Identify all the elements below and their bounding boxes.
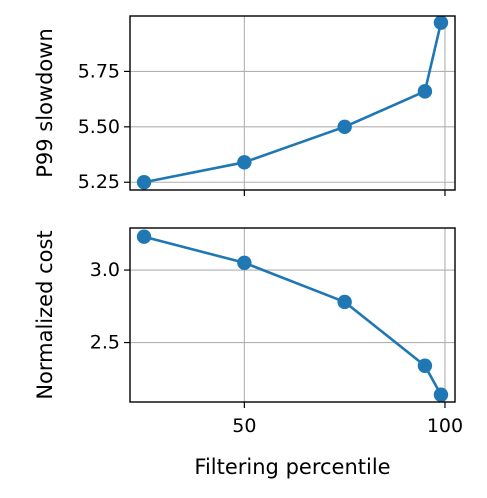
y-axis-label: P99 slowdown: [33, 28, 57, 178]
y-tick-label: 5.50: [78, 116, 120, 138]
data-point: [417, 84, 433, 99]
data-point: [337, 119, 352, 135]
data-point: [136, 229, 152, 244]
bottom-panel: 2.5 3.0 50 100 Normalized cost Filtering perc…: [33, 227, 463, 479]
axes-frame: [129, 227, 456, 403]
data-point: [433, 15, 449, 30]
data-point: [136, 175, 152, 190]
data-point: [433, 387, 449, 402]
y-tick-label: 2.5: [90, 332, 120, 354]
x-tick-label: 100: [427, 415, 463, 437]
data-point: [237, 255, 252, 270]
data-point: [417, 358, 433, 373]
y-tick-label: 3.0: [90, 259, 120, 281]
y-axis-label: Normalized cost: [33, 230, 57, 399]
series-line: [143, 22, 443, 184]
y-tick-label: 5.25: [78, 171, 120, 193]
data-point: [237, 155, 252, 170]
top-panel: 5.25 5.50 5.75 P99 slowdown: [33, 15, 456, 196]
x-tick-label: 50: [232, 415, 256, 437]
x-axis-label: Filtering percentile: [194, 455, 390, 479]
series-line: [143, 235, 443, 396]
axes-frame: [129, 15, 456, 191]
y-tick-label: 5.75: [78, 60, 120, 82]
data-point: [337, 294, 352, 310]
